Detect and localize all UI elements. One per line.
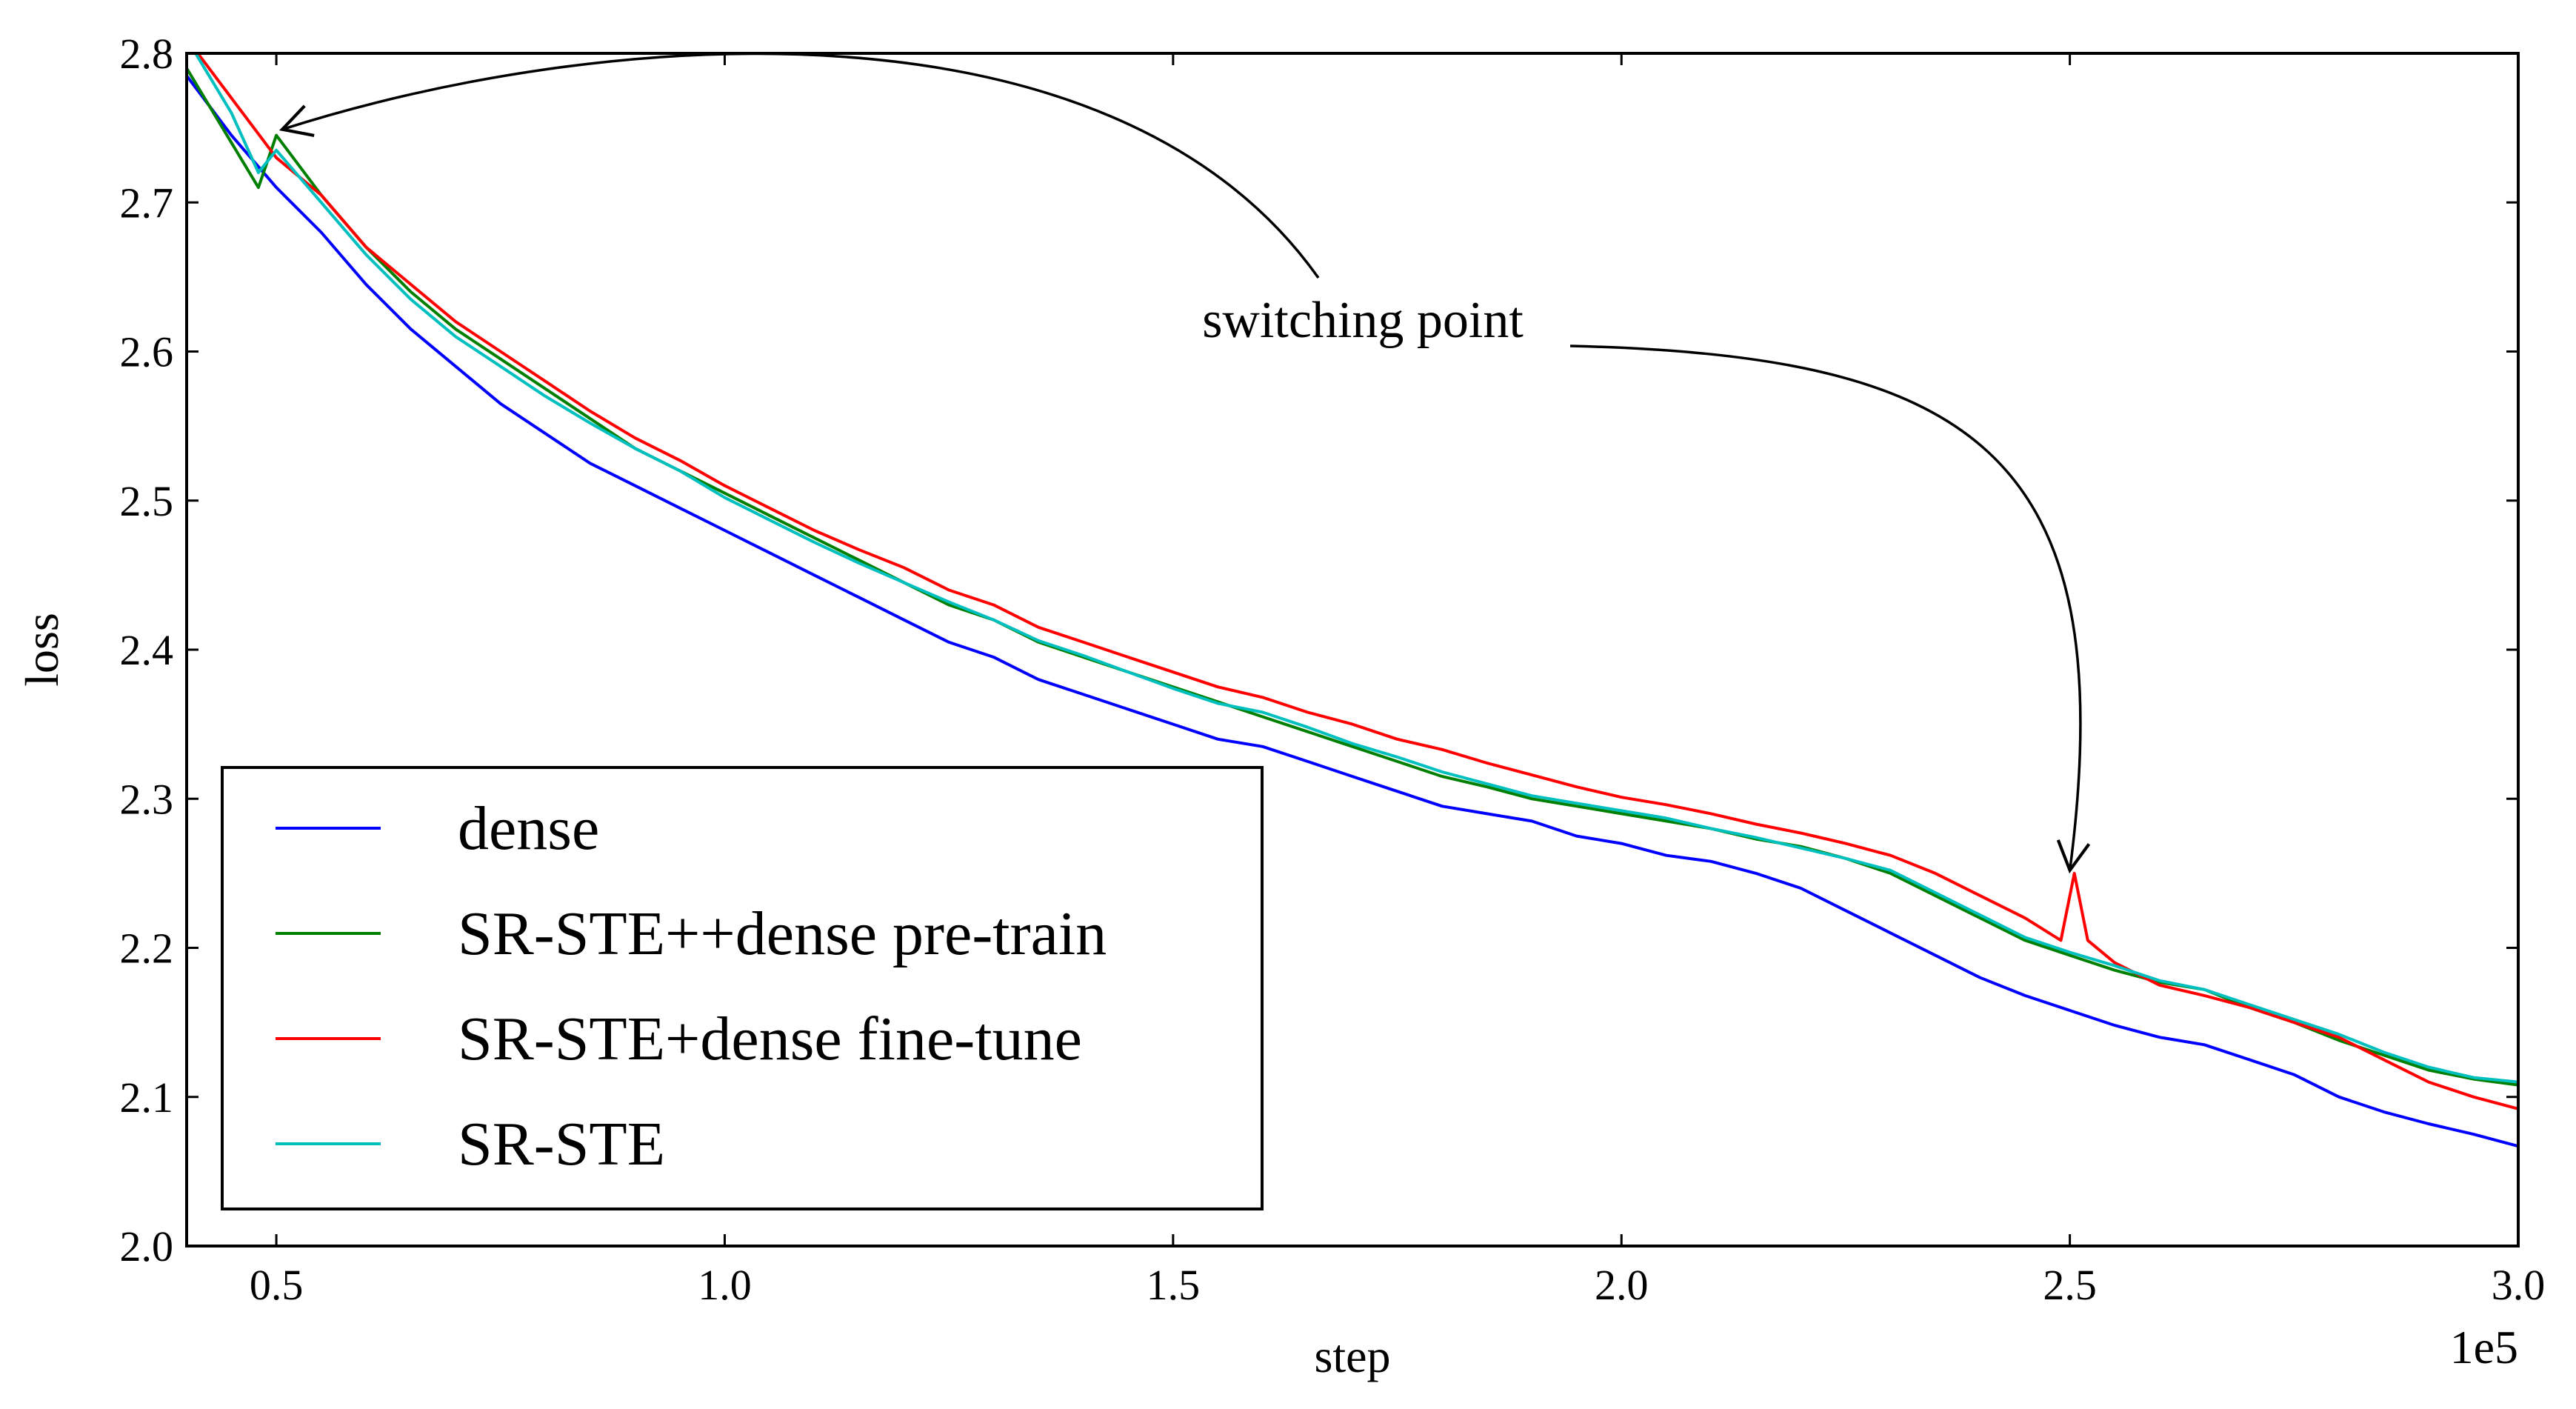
- legend-label-sr-ste-dense-pre-train: SR-STE++dense pre-train: [458, 899, 1107, 968]
- annotation-arrow-1: [278, 52, 1320, 279]
- x-tick-label: 0.5: [250, 1261, 304, 1309]
- series-line-sr-ste-dense-pre-train: [187, 67, 2518, 1087]
- legend-box: [221, 766, 1264, 1210]
- y-tick-label: 2.6: [120, 328, 174, 376]
- y-tick-label: 2.1: [120, 1073, 174, 1122]
- y-tick-label: 2.4: [120, 626, 174, 674]
- y-tick-label: 2.2: [120, 925, 174, 973]
- y-tick-label: 2.0: [120, 1222, 174, 1270]
- ticks-layer: 0.5 1.0 1.5 2.0 2.5 3.0 2.0 2.1 2.2 2.3 2.4 2.5 2.6 2…: [120, 30, 2546, 1309]
- series-line-sr-ste: [193, 53, 2518, 1084]
- annotation-arrow-2: [1569, 344, 2091, 874]
- legend-label-sr-ste: SR-STE: [458, 1110, 665, 1179]
- x-axis-label: step: [1314, 1330, 1390, 1382]
- y-tick-label: 2.3: [120, 775, 174, 823]
- x-tick-label: 3.0: [2492, 1261, 2546, 1309]
- annotation-layer: switching point: [278, 52, 2091, 874]
- annotation-switching-point: switching point: [1202, 292, 1524, 349]
- series-line-sr-ste-dense-fine-tune: [196, 53, 2518, 1110]
- legend-label-dense: dense: [458, 794, 599, 863]
- legend: dense SR-STE++dense pre-train SR-STE+dense…: [221, 766, 1264, 1210]
- y-axis-label: loss: [16, 613, 68, 687]
- x-tick-label: 2.5: [2043, 1261, 2097, 1309]
- x-tick-label: 1.5: [1147, 1261, 1201, 1309]
- x-axis-offset-label: 1e5: [2450, 1321, 2518, 1373]
- series-line-dense: [187, 74, 2518, 1148]
- x-tick-label: 2.0: [1595, 1261, 1649, 1309]
- y-tick-label: 2.8: [120, 30, 174, 78]
- y-tick-label: 2.7: [120, 179, 174, 227]
- y-tick-label: 2.5: [120, 477, 174, 525]
- series-layer: [187, 53, 2518, 1148]
- legend-label-sr-ste-dense-fine-tune: SR-STE+dense fine-tune: [458, 1005, 1082, 1073]
- x-tick-label: 1.0: [698, 1261, 752, 1309]
